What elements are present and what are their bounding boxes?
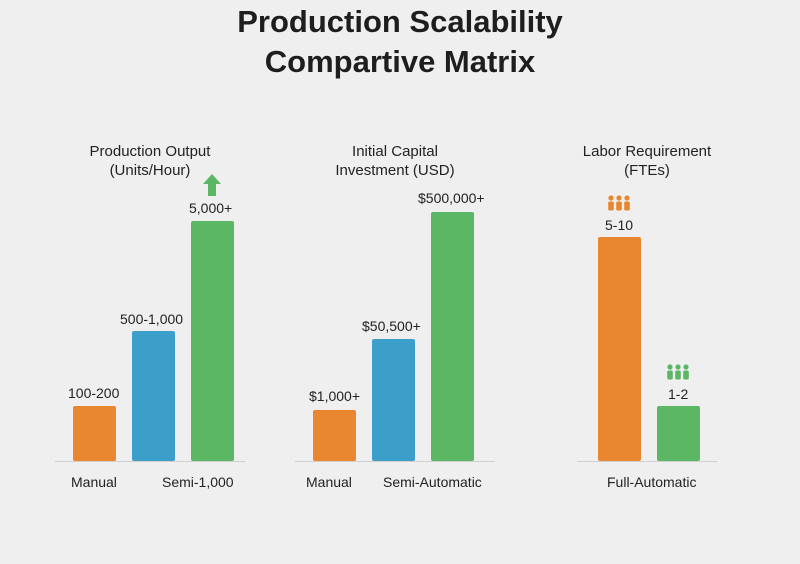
panel-output-title: Production Output (Units/Hour) bbox=[50, 142, 250, 180]
panel-capital-title-line2: Investment (USD) bbox=[335, 162, 455, 179]
output-tick-semi: Semi-1,000 bbox=[162, 474, 234, 490]
labor-full-label: 1-2 bbox=[668, 386, 689, 402]
panel-capital-axis bbox=[295, 461, 495, 462]
bar-1-2 bbox=[431, 212, 474, 461]
panel-output-title-line1: Production Output bbox=[89, 143, 211, 160]
chart-title-line1: Production Scalability bbox=[237, 4, 563, 39]
panel-labor-title: Labor Requirement (FTEs) bbox=[547, 142, 747, 180]
labor-tick-full: Full-Automatic bbox=[607, 474, 697, 490]
panel-capital-title: Initial Capital Investment (USD) bbox=[295, 142, 495, 180]
arrow-up-icon bbox=[203, 174, 221, 196]
capital-semi-label: $50,500+ bbox=[362, 318, 421, 334]
panel-labor-title-line2: (FTEs) bbox=[624, 162, 670, 179]
capital-tick-manual: Manual bbox=[306, 474, 352, 490]
bar-1-1 bbox=[372, 339, 415, 461]
capital-tick-semi: Semi-Automatic bbox=[383, 474, 482, 490]
panel-labor-title-line1: Labor Requirement bbox=[582, 143, 712, 160]
capital-manual-label: $1,000+ bbox=[309, 388, 360, 404]
panel-labor-axis bbox=[577, 461, 717, 462]
chart-title-line2: Compartive Matrix bbox=[264, 44, 536, 79]
bar-0-1 bbox=[132, 331, 175, 461]
output-full-label: 5,000+ bbox=[189, 200, 233, 216]
panel-output-title-line2: (Units/Hour) bbox=[109, 162, 191, 179]
bar-0-2 bbox=[191, 221, 234, 461]
panel-output-axis bbox=[55, 461, 245, 462]
capital-full-label: $500,000+ bbox=[418, 190, 485, 206]
bar-2-1 bbox=[657, 406, 700, 461]
bar-2-0 bbox=[598, 237, 641, 461]
panel-capital-title-line1: Initial Capital bbox=[352, 143, 438, 160]
bar-1-0 bbox=[313, 410, 356, 461]
people-icon bbox=[608, 195, 630, 211]
output-manual-label: 100-200 bbox=[68, 385, 120, 401]
people-icon bbox=[667, 364, 689, 380]
output-semi-label: 500-1,000 bbox=[120, 311, 184, 327]
chart-title: Production Scalability Compartive Matrix bbox=[0, 2, 800, 82]
bar-0-0 bbox=[73, 406, 116, 461]
labor-manual-label: 5-10 bbox=[605, 217, 634, 233]
output-tick-manual: Manual bbox=[71, 474, 117, 490]
